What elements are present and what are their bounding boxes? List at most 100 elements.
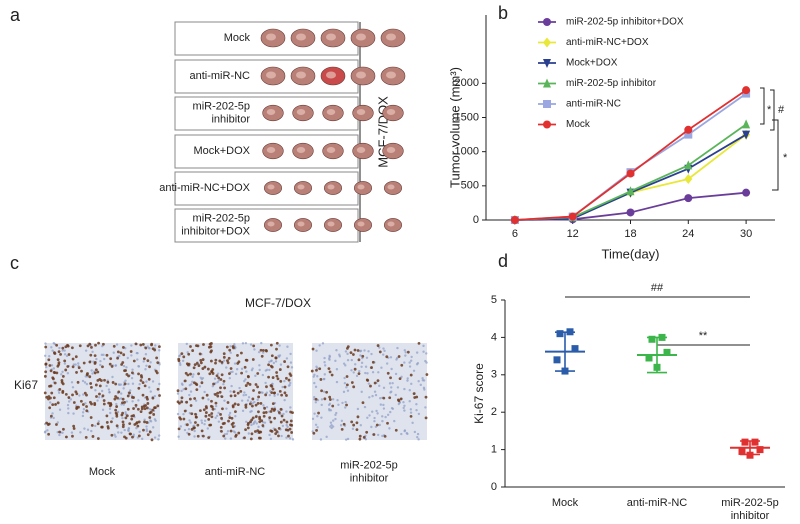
ihc-texture [240, 367, 244, 371]
ihc-stain [372, 433, 376, 436]
ihc-texture [52, 367, 56, 370]
ihc-texture [99, 363, 102, 367]
ihc-texture [130, 376, 134, 380]
ihc-texture [345, 386, 348, 389]
data-point [571, 345, 579, 353]
ihc-texture [383, 349, 386, 353]
ihc-stain [129, 350, 133, 353]
ihc-texture [244, 393, 248, 397]
legend-label: anti-miR-NC [566, 99, 621, 110]
ihc-stain [231, 425, 235, 429]
ihc-texture [257, 425, 260, 429]
data-point [751, 438, 759, 446]
ihc-stain [254, 415, 258, 419]
ihc-texture [223, 399, 226, 402]
tumor-highlight [297, 221, 305, 227]
ihc-texture [416, 362, 420, 365]
ihc-stain [264, 393, 268, 397]
ihc-texture [382, 407, 386, 410]
ihc-texture [268, 393, 272, 397]
ihc-stain [74, 390, 78, 394]
ihc-stain [82, 361, 86, 365]
ihc-texture [191, 375, 194, 379]
tumor-highlight [297, 184, 305, 190]
ihc-texture [359, 424, 362, 427]
ihc-stain [216, 394, 220, 398]
tumor-highlight [326, 147, 336, 153]
ihc-stain [256, 372, 260, 375]
ihc-texture [394, 372, 398, 376]
ihc-texture [117, 383, 121, 386]
ihc-texture [229, 437, 233, 440]
ihc-texture [403, 429, 406, 433]
sig-bracket [770, 89, 775, 131]
ihc-texture [188, 419, 191, 422]
ihc-stain [114, 395, 118, 398]
ihc-texture [360, 390, 363, 394]
ihc-stain [350, 381, 354, 384]
legend-marker [543, 120, 551, 129]
ihc-texture [403, 349, 407, 352]
ihc-stain [268, 416, 272, 420]
ihc-stain [132, 407, 135, 410]
data-point [510, 216, 519, 224]
ihc-stain [236, 403, 240, 407]
ihc-texture [404, 351, 407, 354]
ihc-texture [63, 349, 66, 352]
ihc-texture [274, 360, 278, 363]
ihc-texture [182, 412, 185, 416]
ihc-stain [93, 371, 97, 375]
ihc-stain [276, 377, 280, 381]
ihc-texture [63, 353, 67, 356]
ihc-stain [272, 391, 276, 395]
ihc-texture [288, 437, 292, 440]
ihc-stain [119, 351, 123, 355]
ihc-texture [56, 430, 59, 434]
ihc-texture [119, 397, 123, 400]
ihc-texture [179, 425, 182, 428]
ihc-texture [198, 385, 202, 388]
ihc-stain [194, 412, 197, 416]
ihc-texture [403, 387, 406, 391]
ihc-stain [185, 362, 189, 366]
ihc-stain [187, 352, 191, 356]
ihc-stain [237, 360, 241, 364]
ihc-texture [135, 426, 138, 430]
ihc-texture [108, 390, 111, 394]
ihc-stain [102, 342, 105, 346]
ihc-texture [247, 396, 251, 399]
ihc-stain [310, 369, 314, 373]
ihc-texture [265, 391, 269, 394]
sig-bracket [760, 87, 765, 125]
ihc-stain [90, 345, 93, 349]
ihc-texture [240, 399, 244, 402]
ihc-stain [394, 428, 398, 432]
ihc-stain [98, 392, 101, 396]
ihc-stain [123, 400, 126, 404]
ihc-texture [320, 403, 323, 407]
ihc-texture [323, 356, 326, 360]
ihc-texture [144, 353, 148, 356]
ihc-stain [269, 429, 273, 433]
ihc-stain [61, 389, 65, 393]
ihc-stain [248, 383, 252, 386]
ihc-stain [141, 381, 145, 384]
ihc-texture [376, 433, 380, 437]
ihc-stain [196, 423, 200, 427]
ihc-stain [207, 417, 211, 421]
ihc-texture [263, 421, 267, 424]
ihc-texture [222, 359, 226, 362]
ihc-texture [330, 423, 333, 427]
ihc-texture [342, 390, 346, 394]
ihc-texture [228, 376, 231, 380]
ihc-stain [244, 428, 247, 432]
x-tick-label: Mock [552, 497, 579, 509]
ihc-stain [94, 383, 98, 387]
ihc-stain [206, 367, 210, 371]
x-tick-label: 30 [740, 228, 752, 240]
ihc-stain [415, 395, 419, 399]
ihc-stain [252, 389, 255, 392]
ihc-stain [66, 344, 70, 348]
y-tick-label: 1500 [455, 111, 479, 123]
ihc-texture [339, 424, 343, 427]
